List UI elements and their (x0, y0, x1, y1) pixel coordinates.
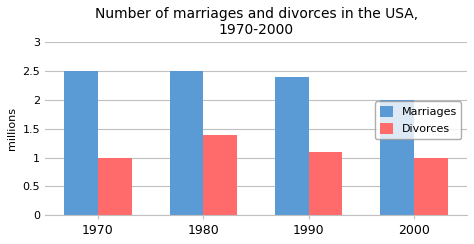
Bar (64, 71, 98, 215)
Bar (381, 100, 414, 215)
Y-axis label: millions: millions (7, 107, 17, 150)
Bar (275, 77, 309, 215)
Bar (170, 71, 203, 215)
Bar (414, 158, 448, 215)
Bar (309, 152, 343, 215)
Bar (203, 134, 237, 215)
Bar (98, 158, 132, 215)
Title: Number of marriages and divorces in the USA,
1970-2000: Number of marriages and divorces in the … (94, 7, 418, 37)
Legend: Marriages, Divorces: Marriages, Divorces (375, 102, 462, 139)
